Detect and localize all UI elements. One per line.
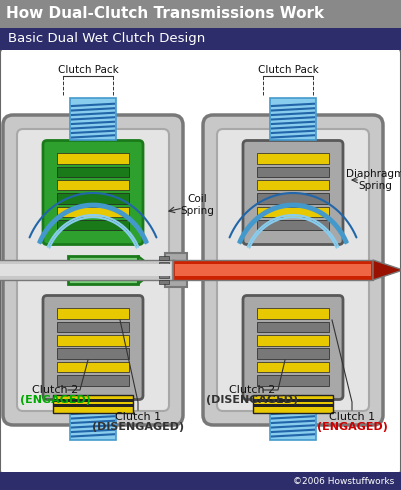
Bar	[270, 397, 316, 440]
Bar	[57, 153, 129, 164]
Bar	[57, 167, 129, 177]
Text: Clutch 2: Clutch 2	[229, 385, 275, 395]
Text: Clutch Pack: Clutch Pack	[257, 65, 318, 75]
Bar	[257, 153, 329, 164]
Bar	[270, 98, 316, 141]
Bar	[70, 397, 116, 440]
Bar	[165, 253, 187, 287]
FancyBboxPatch shape	[243, 141, 343, 245]
Bar	[53, 399, 133, 402]
FancyBboxPatch shape	[3, 115, 183, 425]
Bar	[57, 194, 129, 204]
Polygon shape	[373, 260, 401, 280]
Text: Clutch Pack: Clutch Pack	[58, 65, 118, 75]
Bar	[70, 98, 116, 141]
Polygon shape	[138, 256, 156, 284]
Bar	[253, 399, 333, 402]
Bar	[57, 180, 129, 191]
FancyBboxPatch shape	[43, 295, 143, 399]
Bar	[257, 220, 329, 230]
Bar	[57, 335, 129, 345]
Bar	[57, 207, 129, 217]
Bar	[0, 264, 171, 276]
Bar	[53, 395, 133, 413]
Bar	[0, 0, 401, 28]
Bar	[57, 375, 129, 386]
Bar	[175, 264, 371, 276]
Text: Coil
Spring: Coil Spring	[180, 194, 214, 216]
Bar	[0, 260, 173, 280]
Bar	[257, 322, 329, 332]
Text: Clutch 2: Clutch 2	[32, 385, 78, 395]
Bar	[257, 335, 329, 345]
Bar	[159, 274, 169, 278]
Text: Diaphragm
Spring: Diaphragm Spring	[346, 169, 401, 191]
Text: Clutch 1: Clutch 1	[115, 412, 161, 422]
Bar	[257, 194, 329, 204]
Bar	[257, 362, 329, 372]
FancyBboxPatch shape	[0, 48, 401, 475]
FancyBboxPatch shape	[43, 141, 143, 245]
FancyBboxPatch shape	[243, 295, 343, 399]
Bar	[57, 322, 129, 332]
Text: How Dual-Clutch Transmissions Work: How Dual-Clutch Transmissions Work	[6, 6, 324, 22]
Bar	[253, 404, 333, 407]
Bar	[257, 309, 329, 319]
Bar	[68, 256, 138, 284]
FancyBboxPatch shape	[203, 115, 383, 425]
FancyBboxPatch shape	[217, 129, 369, 411]
Bar	[257, 167, 329, 177]
Text: (ENGAGED): (ENGAGED)	[20, 395, 91, 405]
Bar	[173, 260, 373, 280]
Text: ©2006 Howstuffworks: ©2006 Howstuffworks	[293, 476, 394, 486]
Bar	[0, 28, 401, 50]
Bar	[257, 348, 329, 359]
Bar	[53, 404, 133, 407]
Polygon shape	[173, 260, 203, 280]
Text: (ENGAGED): (ENGAGED)	[316, 422, 387, 432]
Text: (DISENGAGED): (DISENGAGED)	[92, 422, 184, 432]
Bar	[57, 362, 129, 372]
Bar	[257, 207, 329, 217]
Bar	[159, 256, 169, 260]
Text: Basic Dual Wet Clutch Design: Basic Dual Wet Clutch Design	[8, 32, 205, 46]
Bar	[57, 348, 129, 359]
Text: (DISENGAGED): (DISENGAGED)	[206, 395, 298, 405]
Bar	[159, 268, 169, 272]
Bar	[57, 309, 129, 319]
FancyBboxPatch shape	[17, 129, 169, 411]
Bar	[159, 262, 169, 266]
Bar	[159, 280, 169, 284]
Bar	[57, 220, 129, 230]
Bar	[257, 375, 329, 386]
Bar	[0, 472, 401, 490]
Text: Clutch 1: Clutch 1	[329, 412, 375, 422]
Bar	[257, 180, 329, 191]
Bar	[70, 261, 136, 279]
Bar	[253, 395, 333, 413]
